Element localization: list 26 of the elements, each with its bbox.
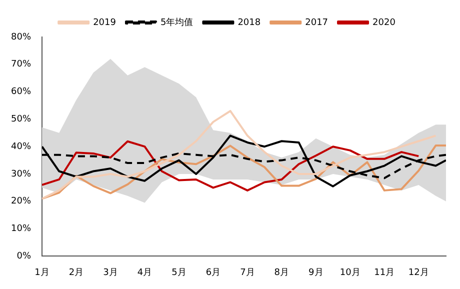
x-tick-label: 1月 (34, 268, 50, 278)
y-tick-label: 10% (10, 224, 32, 234)
x-tick-label: 6月 (206, 268, 221, 278)
y-tick-label: 80% (10, 32, 32, 42)
y-tick-label: 40% (10, 142, 32, 152)
x-tick-label: 5月 (172, 268, 186, 278)
y-tick-label: 30% (10, 169, 32, 180)
legend-label: 5年均值 (160, 16, 194, 28)
x-tick-label: 8月 (274, 268, 290, 278)
legend-label: 2019 (93, 18, 116, 28)
x-tick-label: 7月 (240, 268, 255, 278)
y-tick-label: 20% (10, 196, 32, 207)
x-tick-label: 4月 (137, 268, 152, 278)
x-tick-label: 10月 (340, 268, 360, 278)
x-tick-label: 12月 (408, 268, 429, 278)
y-tick-label: 60% (10, 87, 32, 98)
x-tick-label: 2月 (68, 268, 84, 278)
legend-label: 2020 (372, 18, 396, 28)
x-tick-label: 3月 (103, 268, 118, 278)
y-tick-label: 70% (10, 60, 32, 70)
x-tick-label: 9月 (308, 268, 324, 278)
x-tick-label: 11月 (374, 268, 395, 278)
y-tick-label: 50% (10, 114, 32, 125)
legend-label: 2017 (305, 18, 328, 28)
y-tick-label: 0% (16, 252, 32, 262)
legend-label: 2018 (238, 18, 261, 28)
